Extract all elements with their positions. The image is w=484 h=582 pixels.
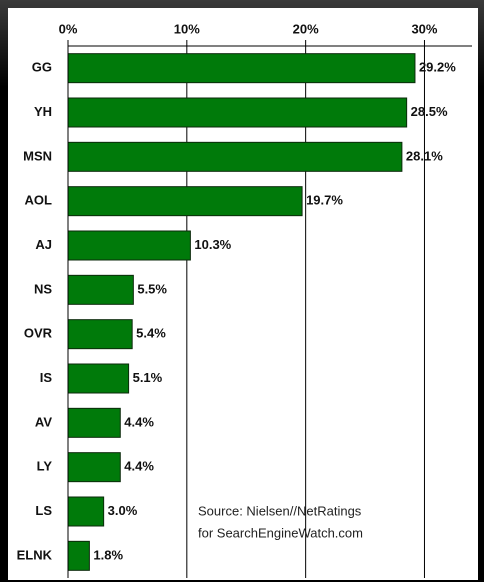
bar <box>67 407 121 438</box>
y-tick-label: IS <box>40 370 53 385</box>
bar <box>67 53 416 84</box>
bar <box>67 496 105 527</box>
bar <box>67 274 134 305</box>
y-tick-label: LY <box>37 459 53 474</box>
bar <box>67 230 191 261</box>
y-tick-label: OVR <box>24 326 53 341</box>
value-label: 29.2% <box>419 60 456 75</box>
bar <box>67 363 130 394</box>
y-tick-label: MSN <box>23 148 52 163</box>
y-tick-label: YH <box>34 104 52 119</box>
value-label: 28.5% <box>411 104 448 119</box>
value-label: 1.8% <box>93 547 123 562</box>
bar <box>67 97 408 128</box>
y-tick-label: GG <box>32 60 52 75</box>
y-tick-label: AJ <box>35 237 52 252</box>
bar <box>67 452 121 483</box>
x-tick-label: 20% <box>293 21 319 36</box>
y-tick-label: LS <box>35 503 52 518</box>
value-label: 5.4% <box>136 326 166 341</box>
bar <box>67 540 90 571</box>
x-tick-label: 30% <box>411 21 437 36</box>
annotation: for SearchEngineWatch.com <box>198 525 363 540</box>
value-label: 3.0% <box>108 503 138 518</box>
y-tick-label: ELNK <box>17 547 53 562</box>
value-label: 4.4% <box>124 459 154 474</box>
x-tick-label: 0% <box>59 21 78 36</box>
value-label: 5.5% <box>137 281 167 296</box>
value-label: 4.4% <box>124 414 154 429</box>
y-tick-label: AOL <box>25 193 53 208</box>
value-label: 28.1% <box>406 148 443 163</box>
bar <box>67 141 403 172</box>
value-label: 5.1% <box>133 370 163 385</box>
bar <box>67 319 133 350</box>
y-tick-label: AV <box>35 414 52 429</box>
y-tick-label: NS <box>34 281 52 296</box>
value-label: 10.3% <box>194 237 231 252</box>
bar <box>67 186 303 217</box>
annotation: Source: Nielsen//NetRatings <box>198 503 362 518</box>
value-label: 19.7% <box>306 193 343 208</box>
x-tick-label: 10% <box>174 21 200 36</box>
